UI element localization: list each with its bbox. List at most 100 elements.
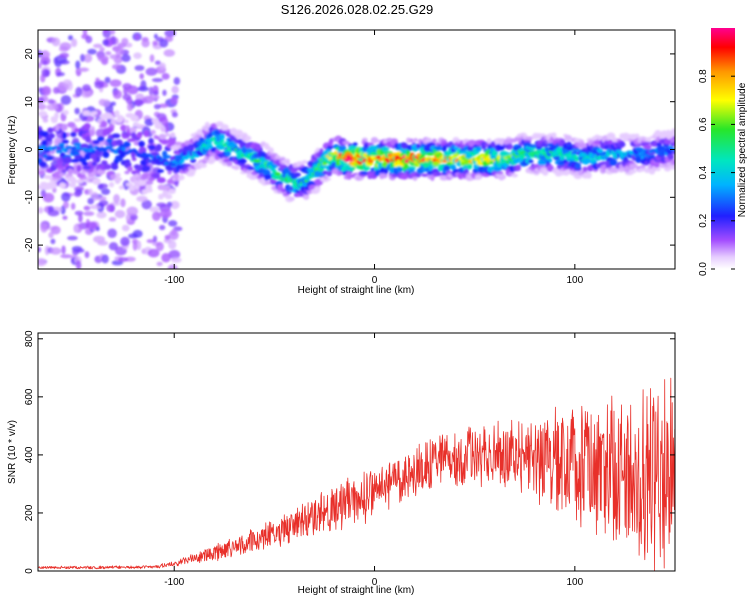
noise-cell — [112, 89, 123, 100]
noise-cell — [163, 49, 175, 57]
noise-cell — [67, 235, 78, 241]
noise-cell — [121, 224, 130, 232]
spectral-cell — [559, 139, 566, 143]
spectral-cell — [516, 145, 523, 149]
spectral-cell — [174, 174, 180, 182]
spectral-cell — [146, 180, 154, 185]
spectral-cell — [130, 114, 139, 122]
noise-cell — [88, 188, 93, 196]
spectral-cell — [219, 133, 225, 140]
noise-cell — [152, 85, 159, 95]
noise-cell — [38, 103, 47, 110]
spectral-cell — [352, 142, 358, 147]
noise-cell — [111, 64, 122, 70]
spectral-cell — [645, 137, 652, 142]
spectral-cell — [100, 120, 108, 128]
noise-cell — [149, 206, 160, 213]
noise-cell — [59, 52, 69, 59]
spectral-cell — [167, 137, 176, 145]
ridge-cell — [442, 159, 447, 163]
spectral-cell — [149, 146, 155, 151]
ridge-cell — [584, 159, 590, 164]
spectral-cell — [160, 139, 169, 145]
spectral-cell — [672, 135, 675, 140]
noise-cell — [153, 33, 158, 39]
spectral-cell — [46, 156, 54, 161]
spectral-cell — [338, 144, 347, 152]
spectral-cell — [81, 161, 89, 166]
spectral-cell — [102, 151, 110, 159]
noise-cell — [144, 118, 154, 127]
noise-cell — [155, 241, 164, 252]
spectral-cell — [62, 123, 68, 131]
spectral-cell — [127, 138, 136, 142]
ridge-cell — [572, 154, 578, 159]
noise-cell — [136, 195, 148, 202]
spectral-cell — [61, 139, 70, 144]
noise-cell — [60, 95, 72, 105]
noise-cell — [50, 225, 61, 235]
noise-cell — [83, 53, 93, 63]
spectral-cell — [247, 166, 255, 171]
spectral-cell — [164, 193, 173, 200]
spectral-cell — [467, 139, 476, 147]
noise-cell — [42, 192, 55, 203]
noise-cell — [62, 201, 70, 209]
colorbar-tick-label: 0.8 — [698, 69, 709, 83]
noise-cell — [160, 208, 172, 219]
noise-cell — [136, 240, 142, 251]
spectral-cell — [564, 134, 573, 141]
spectral-cell — [97, 136, 105, 142]
spectral-cell — [92, 140, 100, 145]
noise-cell — [72, 137, 80, 143]
noise-cell — [152, 211, 161, 221]
spectral-cell — [643, 144, 652, 150]
ridge-cell — [344, 158, 349, 163]
spectral-cell — [188, 144, 195, 151]
spectral-cell — [382, 146, 389, 153]
noise-cell — [70, 202, 76, 210]
spectral-cell — [80, 171, 86, 175]
spectral-cell — [76, 179, 84, 184]
spectral-cell — [43, 174, 53, 180]
noise-cell — [135, 93, 145, 101]
spectral-cell — [143, 130, 149, 138]
spectral-cell — [288, 196, 295, 202]
noise-cell — [96, 196, 107, 201]
spectral-cell — [432, 161, 440, 167]
spectral-cell — [342, 140, 350, 145]
noise-cell — [84, 251, 90, 259]
chart-title: S126.2026.028.02.25.G29 — [281, 2, 434, 17]
spectral-cell — [323, 175, 329, 180]
noise-cell — [161, 72, 170, 80]
spectral-cell — [41, 139, 48, 146]
noise-cell — [110, 101, 116, 107]
spectral-cell — [103, 163, 112, 170]
noise-cell — [38, 97, 45, 104]
noise-cell — [77, 67, 90, 72]
spectral-cell — [430, 142, 436, 147]
noise-cell — [80, 53, 85, 62]
noise-cell — [73, 224, 79, 233]
spectral-cell — [475, 146, 482, 152]
spectral-cell — [152, 172, 161, 179]
noise-cell — [93, 43, 103, 49]
spectral-cell — [145, 184, 153, 191]
spectral-cell — [207, 132, 213, 139]
spectrogram-x-label: Height of straight line (km) — [298, 285, 415, 296]
noise-cell — [95, 226, 100, 232]
spectral-cell — [148, 137, 154, 145]
spectrogram-marks — [38, 30, 675, 269]
noise-cell — [159, 62, 166, 70]
y-tick-label: 10 — [24, 96, 35, 108]
noise-cell — [162, 89, 167, 96]
noise-cell — [85, 221, 98, 230]
noise-cell — [132, 229, 143, 238]
spectral-cell — [62, 156, 72, 164]
spectral-cell — [486, 138, 492, 144]
spectral-cell — [490, 141, 496, 147]
noise-cell — [95, 77, 100, 83]
snr-x-label: Height of straight line (km) — [298, 585, 415, 596]
